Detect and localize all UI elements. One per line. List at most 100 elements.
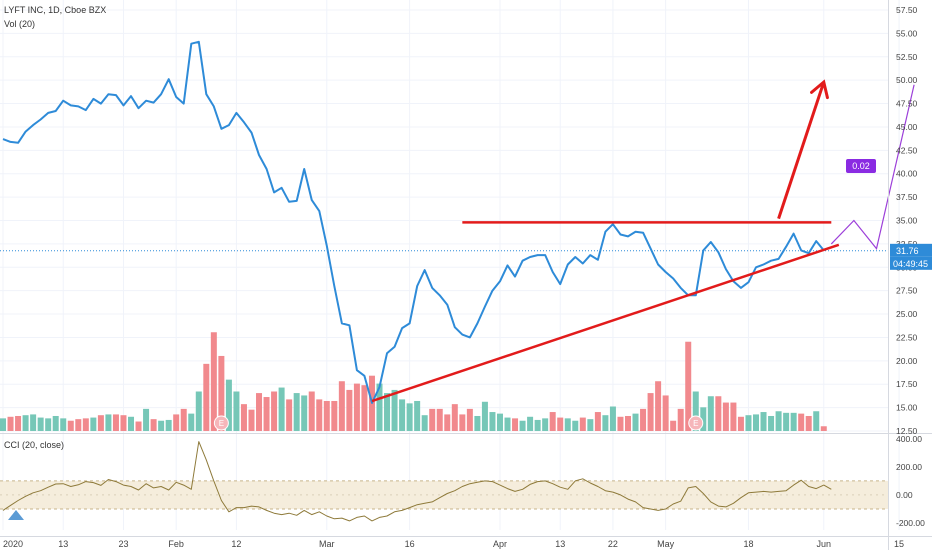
volume-bar xyxy=(82,418,89,431)
trend-line[interactable] xyxy=(371,243,840,403)
price-tick-label: 22.50 xyxy=(896,332,918,342)
volume-bar xyxy=(67,420,74,431)
volume-bar xyxy=(316,399,323,431)
volume-bar xyxy=(496,413,503,431)
price-tick-label: 20.00 xyxy=(896,356,918,366)
scroll-left-icon[interactable] xyxy=(8,510,24,520)
volume-bar xyxy=(376,383,383,431)
volume-bar xyxy=(722,402,729,431)
volume-bar xyxy=(730,402,737,431)
volume-bar xyxy=(640,408,647,431)
time-tick-label: 13 xyxy=(555,539,565,549)
price-tick-label: 17.50 xyxy=(896,379,918,389)
time-tick-label: May xyxy=(657,539,675,549)
volume-bar xyxy=(195,391,202,431)
volume-bar xyxy=(421,415,428,431)
volume-bar xyxy=(256,393,263,431)
volume-bar xyxy=(466,408,473,431)
price-tick-label: 45.00 xyxy=(896,122,918,132)
volume-bar xyxy=(504,417,511,431)
volume-bar xyxy=(692,391,699,431)
volume-bar xyxy=(753,414,759,431)
volume-bar xyxy=(384,393,391,431)
volume-bar xyxy=(218,355,225,431)
trend-arrow[interactable] xyxy=(777,81,826,220)
volume-bar xyxy=(188,413,195,431)
drawings[interactable]: 0.02 xyxy=(371,79,915,403)
volume-bar xyxy=(700,407,707,431)
trend-arrow-head[interactable] xyxy=(810,79,829,100)
volume-bar xyxy=(572,420,579,431)
volume-bar xyxy=(790,412,797,431)
volume-bar xyxy=(338,381,345,431)
volume-bar xyxy=(210,332,217,431)
time-tick-label: Feb xyxy=(168,539,184,549)
cci-tick-label: -200.00 xyxy=(896,518,925,528)
volume-bar xyxy=(45,418,52,431)
volume-bar xyxy=(308,391,315,431)
volume-bar xyxy=(459,414,466,431)
symbol-legend[interactable]: LYFT INC, 1D, Cboe BZX xyxy=(4,5,107,15)
countdown-badge: 04:49:45 xyxy=(890,256,932,270)
volume-bar xyxy=(512,418,519,431)
volume-bar xyxy=(594,412,601,431)
volume-legend[interactable]: Vol (20) xyxy=(4,19,36,29)
volume-bar xyxy=(361,385,368,431)
time-tick-label: Mar xyxy=(319,539,335,549)
time-tick-label: 22 xyxy=(608,539,618,549)
volume-bar xyxy=(240,404,247,431)
price-tick-label: 57.50 xyxy=(896,5,918,15)
price-series xyxy=(0,40,888,404)
volume-bar xyxy=(293,393,300,431)
time-tick-label: 15 xyxy=(894,539,904,549)
volume-bar xyxy=(737,416,744,431)
volume-bar xyxy=(745,415,752,431)
price-tick-label: 35.00 xyxy=(896,216,918,226)
last-price-badge[interactable]: 31.76 xyxy=(890,243,932,257)
earnings-event[interactable]: E xyxy=(688,415,704,431)
volume-bar xyxy=(225,379,232,431)
volume-bar xyxy=(609,406,616,431)
price-tick-label: 55.00 xyxy=(896,28,918,38)
volume-bar xyxy=(670,420,677,431)
volume-bar xyxy=(263,397,270,431)
projection-badge[interactable]: 0.02 xyxy=(846,159,876,173)
volume-bar xyxy=(436,408,443,431)
cci-legend[interactable]: CCI (20, close) xyxy=(4,440,65,450)
volume-bar xyxy=(444,414,451,431)
volume-bar xyxy=(399,399,406,431)
volume-bar xyxy=(233,391,240,431)
volume-bar xyxy=(685,341,692,431)
price-tick-label: 12.50 xyxy=(896,426,918,436)
volume-bar xyxy=(655,381,662,431)
volume-bar xyxy=(248,409,255,431)
volume-bar xyxy=(647,393,654,431)
volume-bar xyxy=(624,415,631,431)
volume-bar xyxy=(489,412,496,431)
earnings-event[interactable]: E xyxy=(213,415,229,431)
volume-bar xyxy=(406,403,413,431)
projection-path[interactable] xyxy=(830,84,915,250)
price-tick-label: 15.00 xyxy=(896,403,918,413)
volume-bar xyxy=(429,408,436,431)
volume-bar xyxy=(617,416,624,431)
volume-bars xyxy=(0,332,827,431)
volume-bar xyxy=(37,417,44,431)
time-tick-label: 13 xyxy=(58,539,68,549)
volume-bar xyxy=(760,412,767,431)
volume-bar xyxy=(481,401,488,431)
countdown-label: 04:49:45 xyxy=(893,259,928,269)
price-tick-label: 42.50 xyxy=(896,145,918,155)
volume-bar xyxy=(90,417,97,431)
time-tick-label: 2020 xyxy=(3,539,23,549)
price-tick-label: 52.50 xyxy=(896,52,918,62)
volume-bar xyxy=(783,412,790,431)
volume-bar xyxy=(203,363,210,431)
volume-bar xyxy=(52,415,59,431)
time-tick-label: 16 xyxy=(405,539,415,549)
volume-bar xyxy=(534,419,541,431)
volume-bar xyxy=(278,387,285,431)
